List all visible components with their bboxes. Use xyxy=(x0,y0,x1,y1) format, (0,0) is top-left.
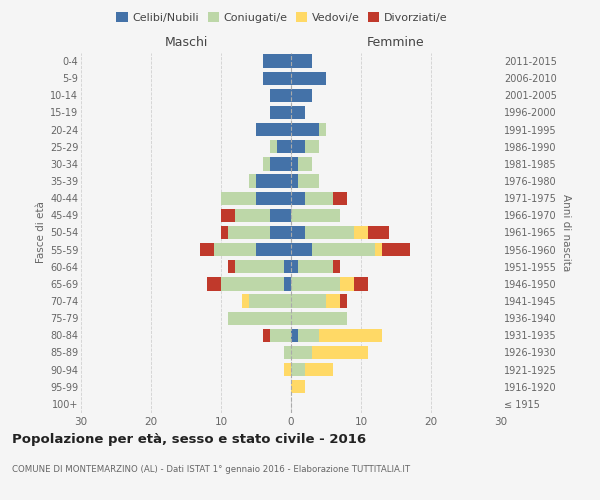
Bar xyxy=(291,192,305,205)
Bar xyxy=(263,157,270,170)
Bar xyxy=(235,260,284,274)
Bar xyxy=(354,277,368,290)
Text: COMUNE DI MONTEMARZINO (AL) - Dati ISTAT 1° gennaio 2016 - Elaborazione TUTTITAL: COMUNE DI MONTEMARZINO (AL) - Dati ISTAT… xyxy=(12,466,410,474)
Bar xyxy=(298,174,319,188)
Bar xyxy=(291,157,298,170)
Bar xyxy=(291,312,347,325)
Bar xyxy=(319,123,326,136)
Bar xyxy=(298,157,312,170)
Text: Maschi: Maschi xyxy=(164,36,208,49)
Bar xyxy=(228,312,291,325)
Bar xyxy=(312,243,375,256)
Bar xyxy=(235,208,270,222)
Bar xyxy=(221,208,235,222)
Bar xyxy=(214,243,256,256)
Bar xyxy=(291,123,319,136)
Bar xyxy=(312,346,368,359)
Bar xyxy=(291,328,298,342)
Bar xyxy=(305,140,319,153)
Bar xyxy=(284,363,291,376)
Bar xyxy=(298,260,333,274)
Bar xyxy=(319,328,382,342)
Y-axis label: Anni di nascita: Anni di nascita xyxy=(561,194,571,271)
Bar xyxy=(291,380,305,394)
Bar xyxy=(291,88,312,102)
Bar xyxy=(270,328,291,342)
Bar xyxy=(221,226,228,239)
Bar xyxy=(270,106,291,119)
Bar xyxy=(207,277,221,290)
Bar xyxy=(277,140,291,153)
Bar xyxy=(305,192,333,205)
Bar xyxy=(263,72,291,85)
Bar xyxy=(291,277,340,290)
Bar xyxy=(256,243,291,256)
Bar xyxy=(326,294,340,308)
Bar xyxy=(291,294,326,308)
Bar xyxy=(375,243,382,256)
Bar xyxy=(298,328,319,342)
Bar xyxy=(249,174,256,188)
Bar xyxy=(256,123,291,136)
Bar xyxy=(228,260,235,274)
Bar xyxy=(270,140,277,153)
Bar xyxy=(200,243,214,256)
Bar xyxy=(291,140,305,153)
Bar xyxy=(340,294,347,308)
Bar xyxy=(291,226,305,239)
Bar xyxy=(333,192,347,205)
Bar xyxy=(256,174,291,188)
Bar xyxy=(270,157,291,170)
Bar xyxy=(291,72,326,85)
Bar xyxy=(291,174,298,188)
Bar xyxy=(256,192,291,205)
Bar xyxy=(291,363,305,376)
Bar xyxy=(249,294,291,308)
Bar xyxy=(340,277,354,290)
Legend: Celibi/Nubili, Coniugati/e, Vedovi/e, Divorziati/e: Celibi/Nubili, Coniugati/e, Vedovi/e, Di… xyxy=(112,8,452,28)
Bar xyxy=(291,346,312,359)
Bar xyxy=(284,277,291,290)
Bar xyxy=(270,226,291,239)
Bar xyxy=(291,54,312,68)
Bar xyxy=(284,346,291,359)
Bar xyxy=(270,208,291,222)
Text: Femmine: Femmine xyxy=(367,36,425,49)
Bar xyxy=(284,260,291,274)
Bar xyxy=(305,226,354,239)
Y-axis label: Fasce di età: Fasce di età xyxy=(35,202,46,264)
Bar xyxy=(291,243,312,256)
Bar xyxy=(221,192,256,205)
Bar xyxy=(291,106,305,119)
Bar xyxy=(242,294,249,308)
Bar xyxy=(228,226,270,239)
Bar xyxy=(291,260,298,274)
Bar xyxy=(305,363,333,376)
Bar xyxy=(221,277,284,290)
Bar xyxy=(382,243,410,256)
Bar xyxy=(291,208,340,222)
Bar xyxy=(333,260,340,274)
Bar xyxy=(270,88,291,102)
Bar xyxy=(263,328,270,342)
Bar xyxy=(354,226,368,239)
Bar xyxy=(368,226,389,239)
Text: Popolazione per età, sesso e stato civile - 2016: Popolazione per età, sesso e stato civil… xyxy=(12,432,366,446)
Bar xyxy=(263,54,291,68)
